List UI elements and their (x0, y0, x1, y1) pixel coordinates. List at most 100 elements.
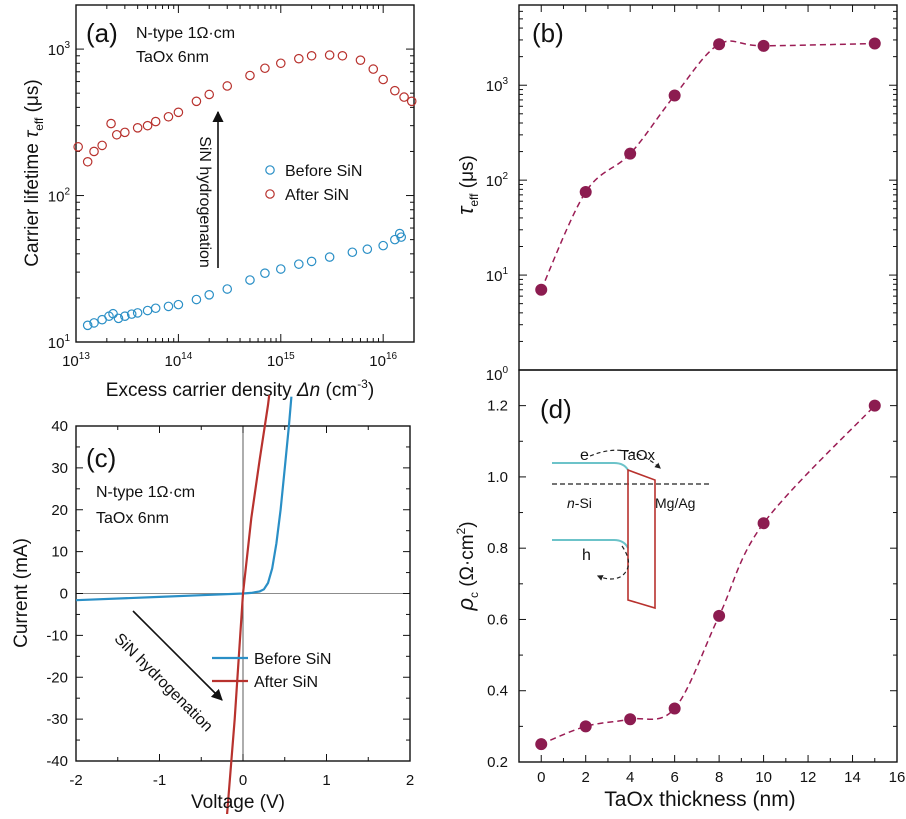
panel-d-ticks: 0 2 4 6 8 10 12 14 16 0.2 0.4 0.6 0.8 1.0 1.2 (487, 369, 906, 786)
y-tick-label: 0.8 (487, 540, 508, 557)
y-tick-label: 0.6 (487, 611, 508, 628)
panel-d: 0 2 4 6 8 10 12 14 160.20.40.60.81.01.2 (d) 100 … (453, 365, 905, 811)
y-tick-label: 10 (51, 544, 68, 561)
before-sin-point (306, 256, 317, 267)
panel-b: 101 102 103 (b) τeff (μs) (453, 4, 898, 371)
x-tick-label: 6 (670, 769, 678, 786)
x-tick-label: 14 (844, 769, 861, 786)
before-sin-point (390, 234, 400, 245)
before-sin-point (191, 294, 202, 305)
before-sin-point (294, 259, 304, 269)
hole-path (596, 545, 630, 581)
panel-a-x-title: Excess carrier density Δn (cm-3) (106, 377, 374, 401)
panel-b-data-point (868, 37, 881, 50)
after-sin-point (204, 89, 215, 100)
x-tick-label: 0 (239, 772, 247, 789)
after-sin-point (142, 120, 153, 131)
after-sin-point (260, 63, 270, 74)
before-sin-point (275, 264, 286, 274)
after-sin-point (132, 123, 143, 133)
before-sin-point (142, 305, 153, 316)
y-tick-label: -10 (46, 627, 68, 644)
before-sin-iv-curve (75, 396, 293, 602)
x-tick-label: 1014 (164, 351, 192, 370)
after-sin-point (73, 142, 83, 152)
legend-after-label: After SiN (285, 187, 349, 204)
before-sin-point (163, 301, 174, 312)
y-tick-label: 0 (60, 586, 68, 603)
legend-before-label: Before SiN (254, 651, 331, 668)
y-tick-label: 1.0 (487, 469, 508, 486)
panel-a-legend: Before SiN After SiN (265, 163, 362, 204)
panel-d-data-point (579, 720, 592, 733)
after-sin-point (173, 107, 184, 118)
panel-d-data-point (624, 713, 637, 726)
before-sin-point (204, 290, 215, 300)
after-sin-point (97, 140, 107, 151)
after-sin-point (306, 50, 317, 61)
before-sin-point (396, 232, 407, 242)
y-tick-label: 103 (48, 40, 71, 59)
panel-b-bottom-tick: 100 (486, 365, 509, 384)
electron-path (589, 449, 661, 469)
before-sin-point (260, 268, 270, 278)
after-sin-point (294, 53, 304, 64)
legend-after-marker (265, 189, 275, 199)
panel-d-label: (d) (540, 394, 572, 424)
before-sin-point (324, 252, 335, 262)
y-tick-label: 1.2 (487, 398, 508, 415)
after-sin-point (163, 111, 174, 122)
y-tick-label: -30 (46, 711, 68, 728)
before-sin-point (362, 244, 373, 255)
x-tick-label: -1 (153, 772, 166, 789)
panel-b-data-point (535, 283, 548, 296)
panel-a-annotation-line-1: N-type 1Ω·cm (136, 25, 235, 42)
valence-band (552, 539, 629, 549)
x-tick-label: 16 (889, 769, 906, 786)
x-tick-label: 1016 (369, 351, 397, 370)
x-tick-label: 2 (582, 769, 590, 786)
after-sin-point (406, 96, 417, 107)
panel-d-data-point (713, 609, 726, 622)
y-tick-label: 30 (51, 460, 68, 477)
panel-d-data-point (757, 517, 770, 530)
y-tick-label: -20 (46, 669, 68, 686)
panel-a-annotation-line-2: TaOx 6nm (136, 49, 209, 66)
y-tick-label: 0.2 (487, 754, 508, 771)
x-tick-label: 0 (537, 769, 545, 786)
before-sin-point (126, 309, 137, 319)
panel-b-label: (b) (532, 18, 564, 48)
after-sin-point (120, 127, 130, 138)
panel-d-x-title: TaOx thickness (nm) (604, 788, 795, 811)
y-tick-label: 101 (486, 266, 509, 285)
panel-c-arrow (132, 610, 223, 701)
panel-d-data-point (535, 738, 548, 751)
panel-a-frame (75, 4, 415, 343)
band-diagram-inset: e TaOx n-Si Mg/Ag h (552, 447, 712, 610)
y-tick-label: 103 (486, 76, 509, 95)
conduction-band (552, 462, 629, 471)
panel-d-frame (518, 369, 898, 763)
panel-d-fit-line (540, 405, 876, 745)
x-tick-label: 2 (406, 772, 414, 789)
panel-d-data-point (868, 399, 881, 412)
panel-c-arrow-label: SiN hydrogenation (111, 630, 216, 735)
y-tick-label: 101 (48, 333, 71, 352)
panel-b-data-point (713, 38, 726, 51)
panel-c-annotation-line-1: N-type 1Ω·cm (96, 484, 195, 501)
before-sin-point (108, 308, 118, 319)
panel-b-frame (518, 4, 898, 371)
before-sin-point (222, 284, 233, 294)
inset-electron-label: e (580, 447, 589, 464)
before-sin-point (245, 275, 255, 285)
panel-c-data (75, 395, 293, 814)
y-tick-label: 102 (486, 171, 509, 190)
panel-d-data-point (668, 702, 681, 715)
panel-a-data (73, 50, 417, 331)
before-sin-point (132, 308, 143, 318)
panel-b-data-point (579, 186, 592, 199)
panel-a-arrow-label: SiN hydrogenation (196, 136, 213, 268)
after-sin-point (390, 85, 400, 96)
